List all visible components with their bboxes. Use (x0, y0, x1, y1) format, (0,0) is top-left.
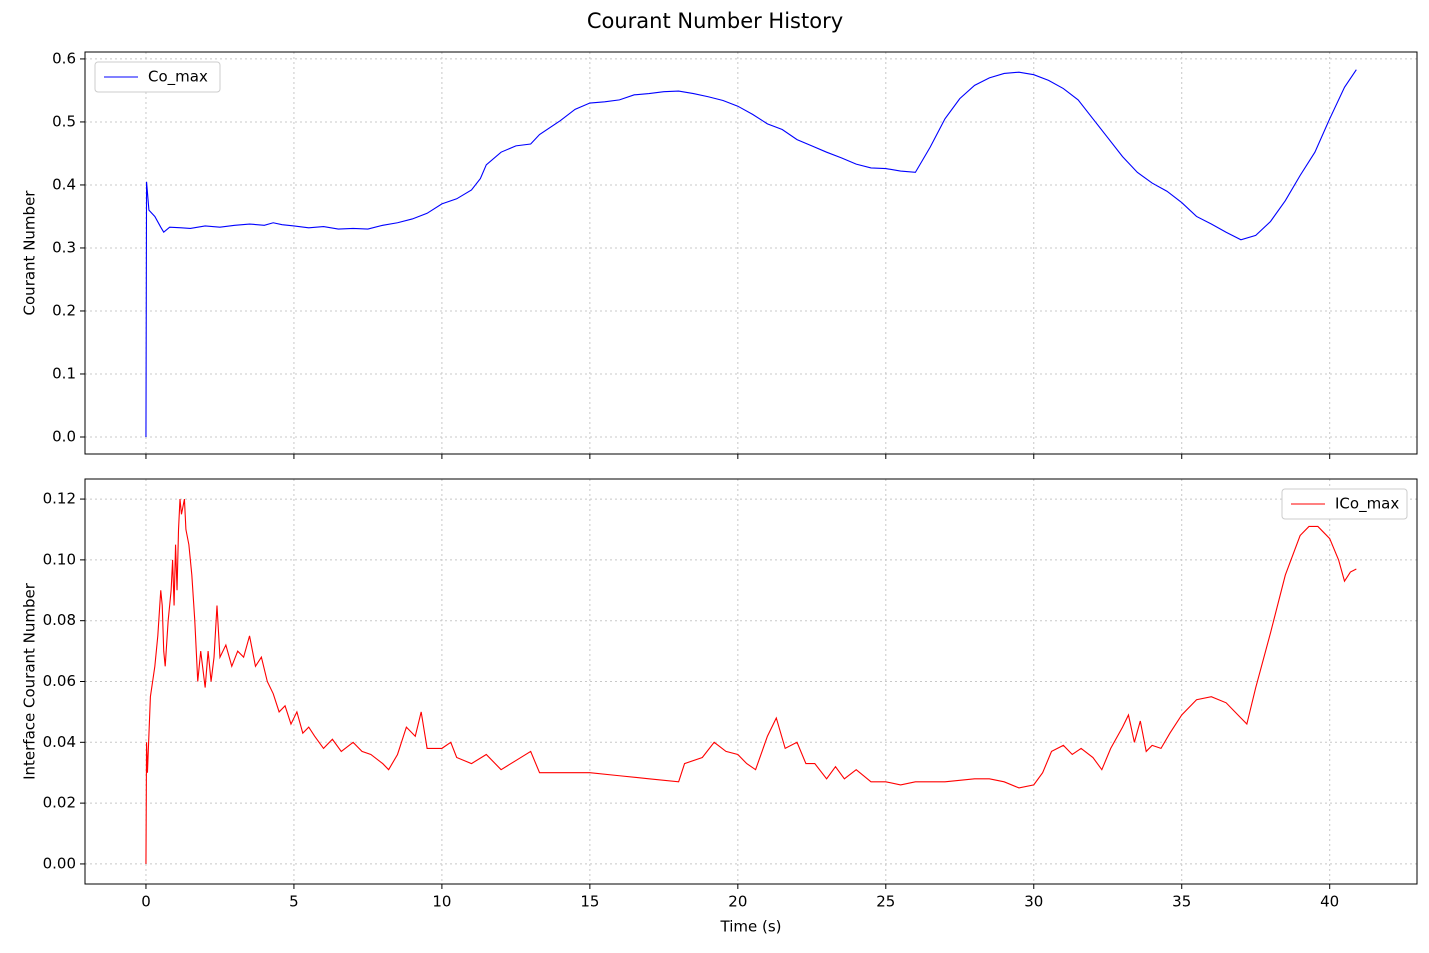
x-tick-label: 20 (728, 893, 747, 911)
x-tick-label: 25 (876, 893, 895, 911)
legend-label: ICo_max (1335, 495, 1399, 514)
y-tick-label: 0.10 (43, 550, 76, 568)
y-tick-label: 0.5 (52, 112, 76, 130)
x-tick-label: 5 (289, 893, 299, 911)
x-tick-label: 0 (141, 893, 151, 911)
legend-box (94, 61, 221, 93)
x-tick-label: 15 (580, 893, 599, 911)
y-tick-label: 0.4 (52, 175, 76, 193)
x-tick-label: 10 (432, 893, 451, 911)
legend-label: Co_max (148, 68, 208, 87)
x-tick-label: 35 (1172, 893, 1191, 911)
data-line (145, 498, 1357, 864)
x-tick-label: 30 (1024, 893, 1043, 911)
y-axis-label: Interface Courant Number (21, 582, 39, 780)
axes-frame (84, 51, 1418, 455)
y-tick-label: 0.04 (43, 733, 76, 751)
y-tick-label: 0.6 (52, 49, 76, 67)
y-tick-label: 0.0 (52, 427, 76, 445)
data-line (145, 69, 1357, 437)
y-tick-label: 0.12 (43, 490, 76, 508)
y-tick-label: 0.06 (43, 672, 76, 690)
x-axis-label: Time (s) (720, 918, 782, 936)
legend-box (1281, 488, 1408, 520)
x-tick-label: 40 (1320, 893, 1339, 911)
y-tick-label: 0.1 (52, 364, 76, 382)
figure-title: Courant Number History (587, 9, 843, 33)
y-tick-label: 0.02 (43, 794, 76, 812)
y-tick-label: 0.08 (43, 611, 76, 629)
y-axis-label: Courant Number (21, 190, 39, 316)
y-tick-label: 0.00 (43, 854, 76, 872)
axes-frame (84, 478, 1418, 885)
y-tick-label: 0.2 (52, 301, 76, 319)
y-tick-label: 0.3 (52, 238, 76, 256)
